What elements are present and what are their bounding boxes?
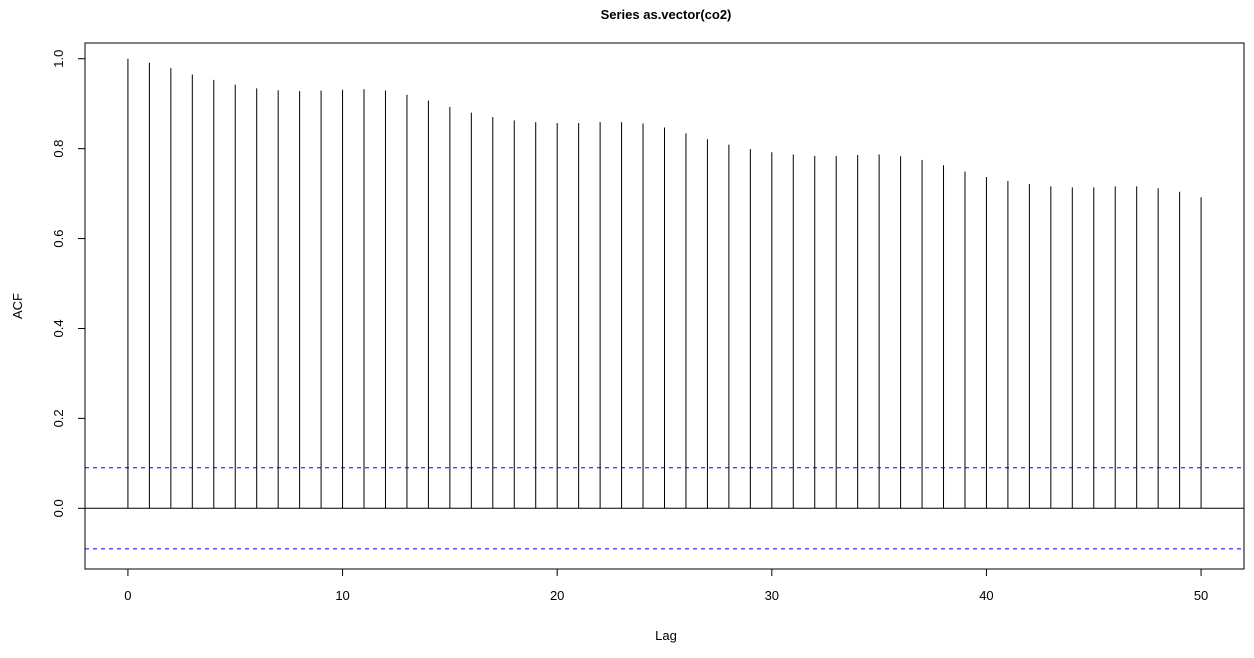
y-axis: 0.0 0.2 0.4 0.6 0.8 1.0 [51, 50, 86, 517]
x-axis-label: Lag [655, 628, 677, 643]
x-tick-label: 10 [335, 588, 349, 603]
y-tick-label: 1.0 [51, 50, 66, 68]
plot-layer [85, 58, 1244, 550]
x-tick-label: 50 [1194, 588, 1208, 603]
y-axis-label: ACF [10, 293, 25, 319]
y-tick-label: 0.4 [51, 319, 66, 337]
y-tick-label: 0.8 [51, 140, 66, 158]
y-tick-label: 0.2 [51, 409, 66, 427]
x-tick-label: 20 [550, 588, 564, 603]
x-tick-label: 40 [979, 588, 993, 603]
x-tick-label: 0 [124, 588, 131, 603]
x-tick-label: 30 [765, 588, 779, 603]
y-tick-label: 0.0 [51, 499, 66, 517]
chart-title: Series as.vector(co2) [601, 7, 732, 22]
x-axis: 0 10 20 30 40 50 [124, 568, 1208, 603]
y-tick-label: 0.6 [51, 230, 66, 248]
